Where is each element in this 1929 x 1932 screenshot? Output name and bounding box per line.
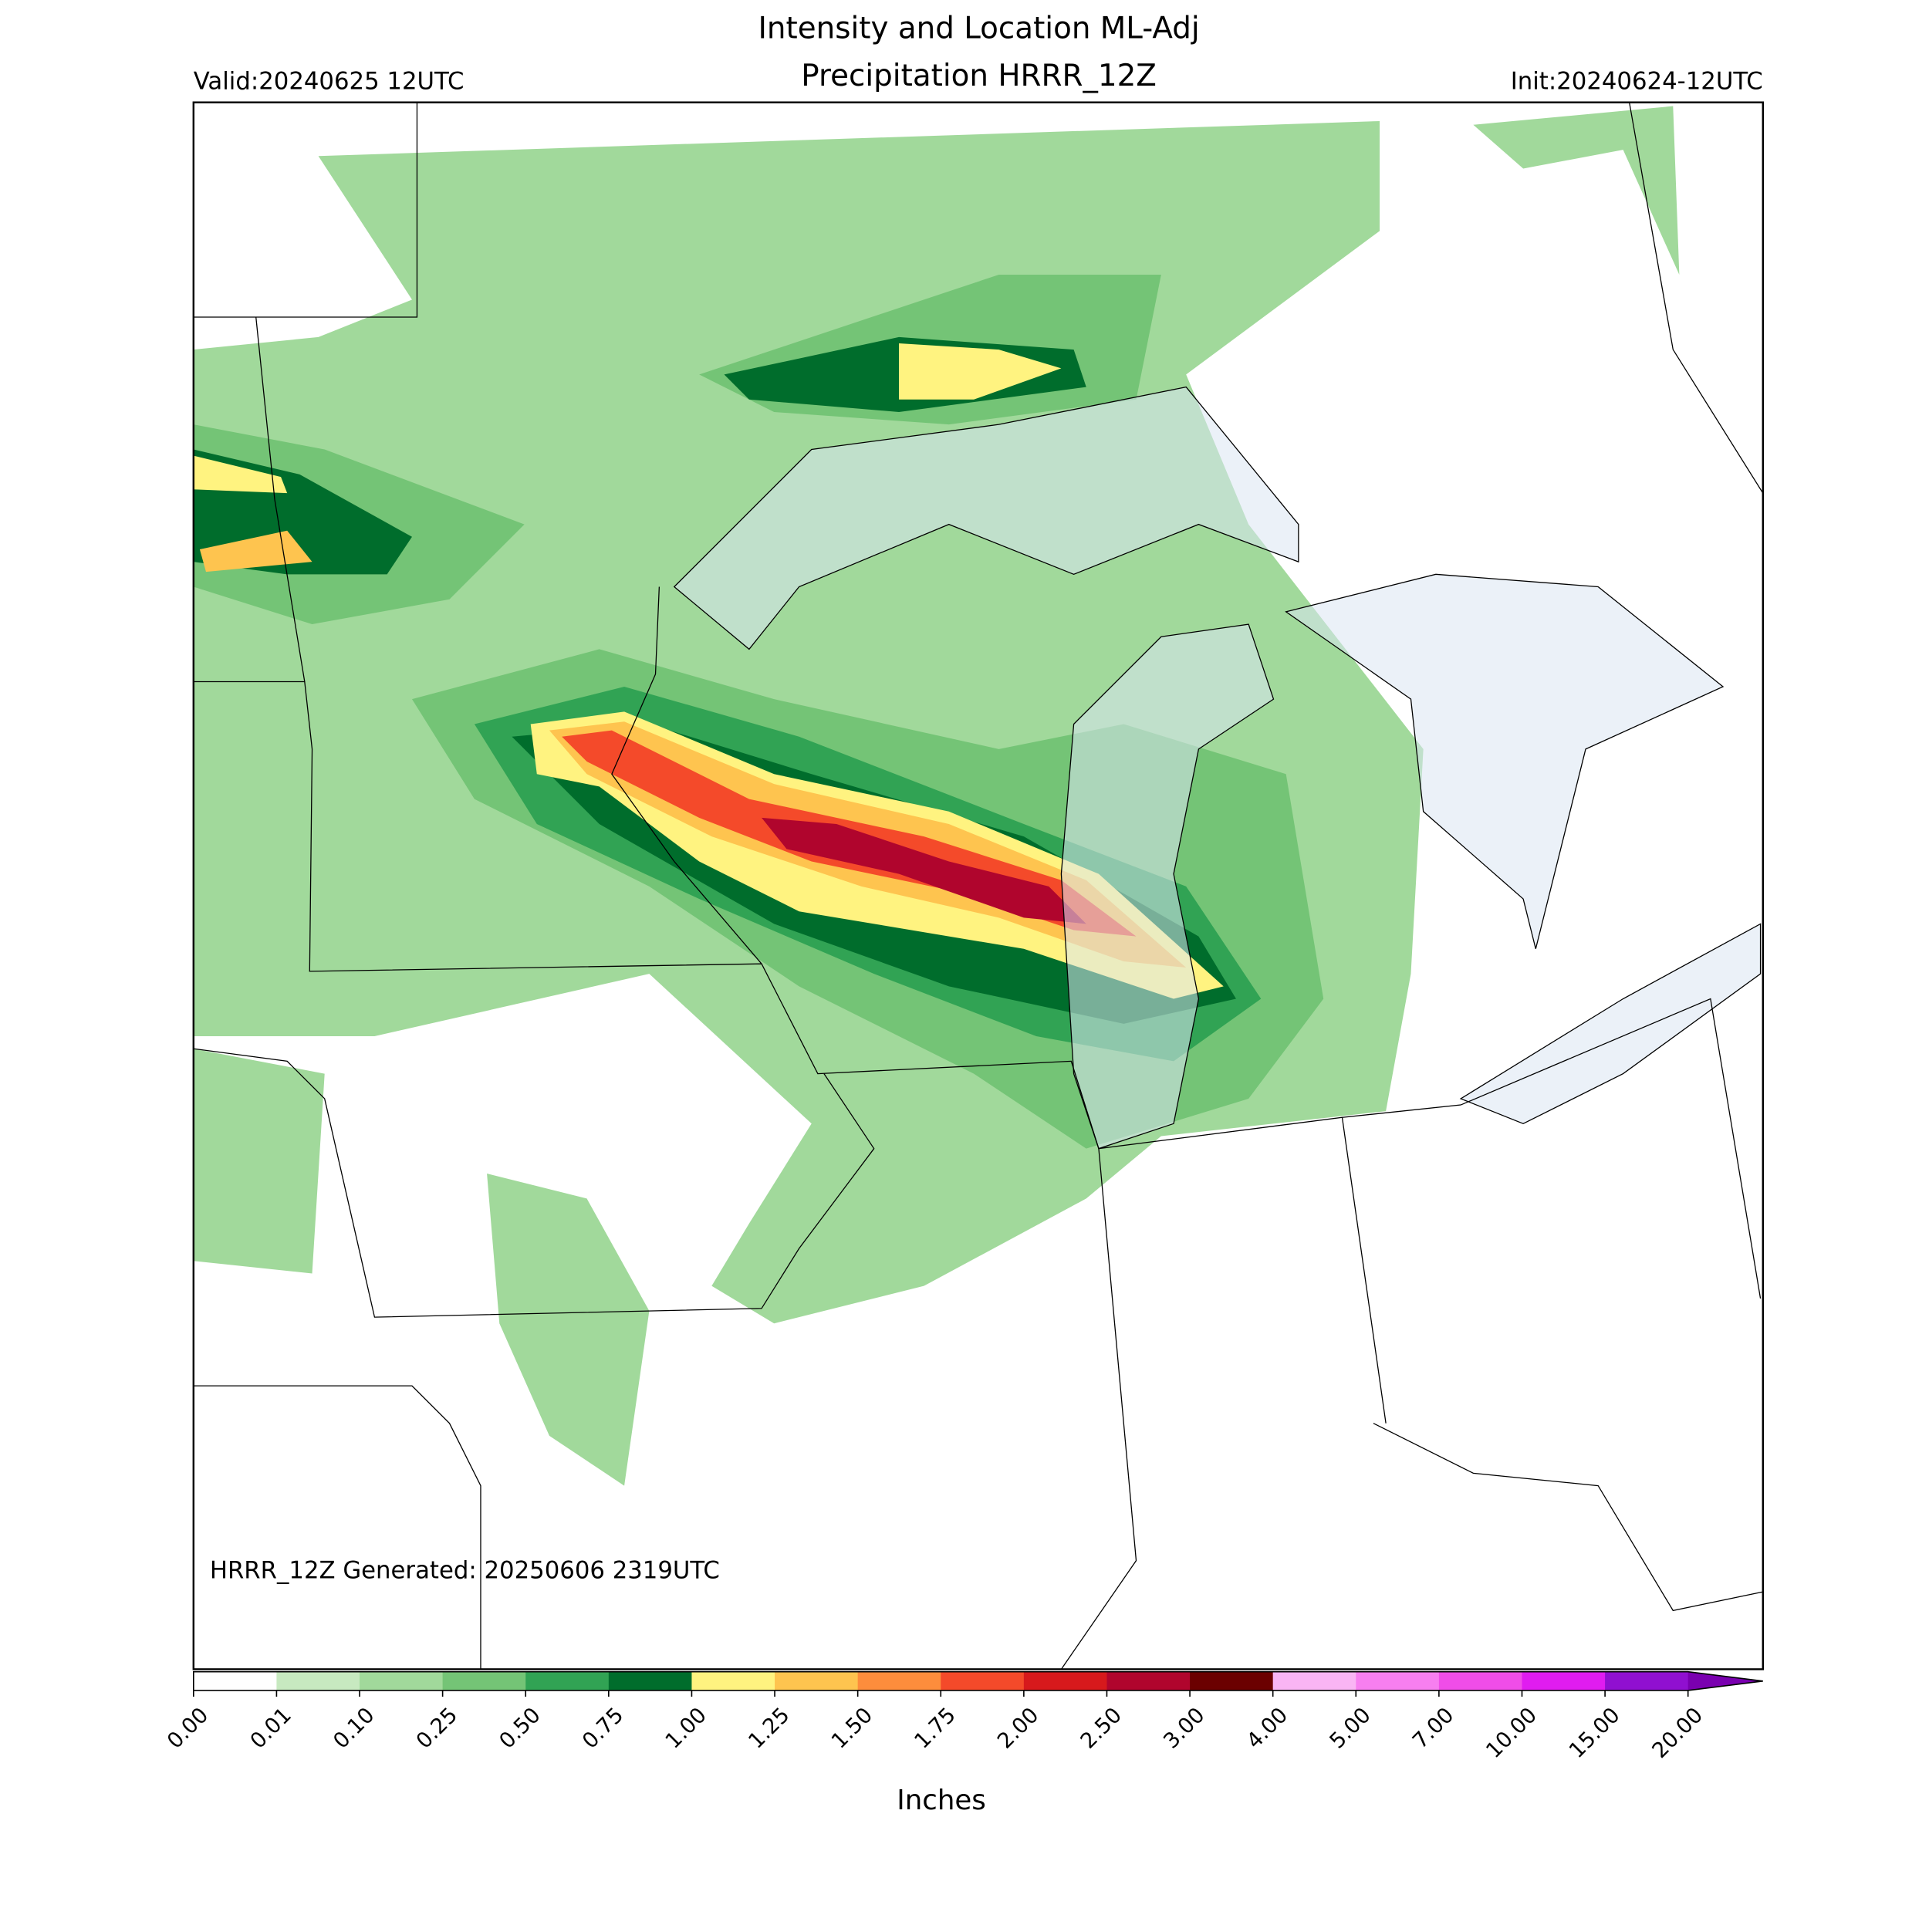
border: [255, 316, 306, 682]
colorbar-segment: [1023, 1671, 1107, 1690]
init-time: Init:20240624-12UTC: [1511, 67, 1763, 95]
colorbar-segment: [1272, 1671, 1356, 1690]
precip-intense: [199, 530, 312, 573]
precip-intense: [762, 817, 1086, 924]
colorbar-tick-label: 1.75: [910, 1703, 961, 1754]
colorbar-tick-label: 0.25: [411, 1703, 462, 1754]
colorbar-tick-label: 0.00: [162, 1703, 213, 1754]
colorbar-tick-label: 1.00: [660, 1703, 711, 1754]
border: [193, 102, 418, 318]
map-frame: [192, 101, 1765, 1670]
border: [1373, 1423, 1763, 1612]
generated-note: HRRR_12Z Generated: 20250606 2319UTC: [210, 1557, 720, 1585]
borders: [193, 102, 1763, 1670]
valid-time: Valid:20240625 12UTC: [194, 67, 465, 95]
lake: [673, 386, 1299, 650]
colorbar-tick-label: 10.00: [1481, 1703, 1542, 1763]
colorbar-tick-label: 1.25: [744, 1703, 795, 1754]
colorbar-tick-label: 0.75: [577, 1703, 628, 1754]
title-line: Precipitation HRRR_12Z: [801, 59, 1157, 93]
colorbar-segment: [193, 1671, 277, 1690]
colorbar-segment: [1438, 1671, 1522, 1690]
colorbar-outline: [193, 1670, 1763, 1691]
colorbar-segment: [1605, 1671, 1689, 1690]
colorbar-tick-label: 0.01: [245, 1703, 296, 1754]
colorbar-segment: [857, 1671, 941, 1690]
colorbar-tick-label: 5.00: [1325, 1703, 1376, 1754]
colorbar: 0.00 0.01 0.10 0.25 0.50 0.75 1.00 1.25 1.50 1.75…: [162, 1670, 1763, 1763]
precip-intense: [193, 455, 288, 494]
colorbar-tick-label: 7.00: [1408, 1703, 1459, 1754]
map: HRRR_12Z Generated: 20250606 2319UTC: [192, 101, 1765, 1670]
colorbar-segment: [525, 1671, 610, 1690]
colorbar-tick-label: 15.00: [1564, 1703, 1624, 1763]
precip-light: [487, 1174, 650, 1486]
colorbar-extend: [1687, 1671, 1763, 1690]
border: [193, 1385, 481, 1670]
colorbar-segment: [775, 1671, 859, 1690]
precip-light: [193, 1049, 325, 1274]
border: [193, 681, 1387, 1424]
colorbar-segment: [1190, 1671, 1274, 1690]
colorbar-tick-label: 4.00: [1242, 1703, 1292, 1754]
precip-light: [1473, 106, 1680, 275]
lake: [1285, 573, 1725, 949]
colorbar-tick-label: 0.50: [495, 1703, 546, 1754]
colorbar-segment: [1106, 1671, 1191, 1690]
colorbar-tick-label: 2.50: [1076, 1703, 1127, 1754]
colorbar-tick-label: 0.10: [329, 1703, 380, 1754]
colorbar-tick-label: 3.00: [1159, 1703, 1210, 1754]
title-line: Intensity and Location ML-Adj: [758, 11, 1199, 46]
colorbar-segment: [691, 1671, 775, 1690]
colorbar-segment: [941, 1671, 1025, 1690]
colorbar-tick-label: 1.50: [826, 1703, 877, 1754]
colorbar-segment: [360, 1671, 444, 1690]
lake: [1060, 623, 1275, 1150]
border: [1629, 102, 1763, 494]
border: [1342, 998, 1762, 1299]
border: [1060, 1148, 1137, 1670]
lakes: [673, 386, 1762, 1150]
colorbar-segment: [442, 1671, 526, 1690]
colorbar-segment: [608, 1671, 692, 1690]
border: [193, 1048, 875, 1318]
colorbar-label: Inches: [897, 1785, 986, 1816]
colorbar-segment: [1356, 1671, 1440, 1690]
lake: [1459, 923, 1762, 1125]
border: [611, 586, 762, 964]
precip-intense: [899, 343, 1062, 400]
colorbar-tick-label: 20.00: [1647, 1703, 1708, 1763]
colorbar-segment: [276, 1671, 360, 1690]
colorbar-tick-label: 2.00: [992, 1703, 1043, 1754]
colorbar-segment: [1522, 1671, 1606, 1690]
